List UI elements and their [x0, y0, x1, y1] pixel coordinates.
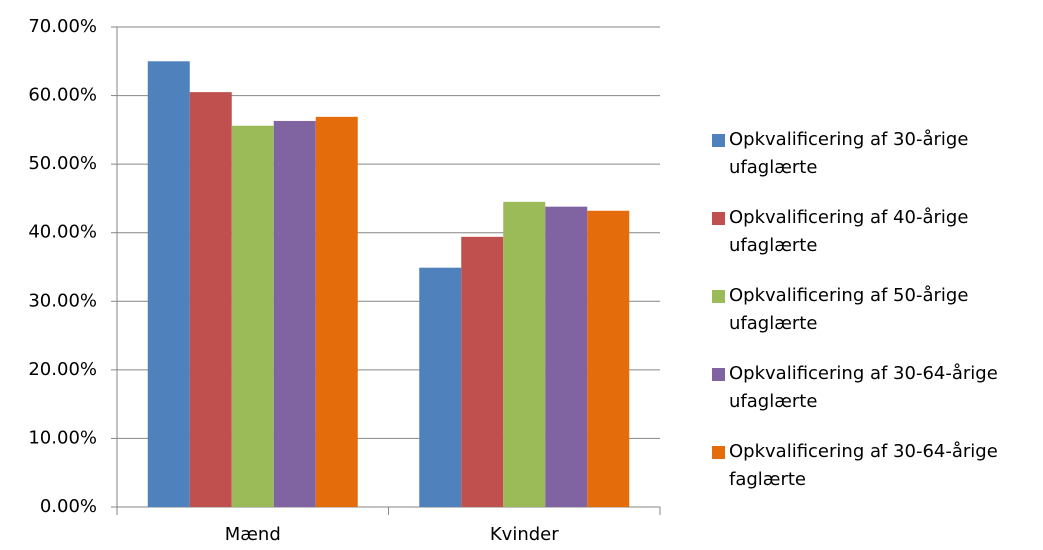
bar [587, 210, 630, 507]
legend: Opkvalificering af 30-årige ufaglærte Opk… [712, 126, 1037, 516]
y-tick-label: 30.00% [28, 290, 97, 311]
legend-swatch [712, 212, 725, 225]
legend-entry: Opkvalificering af 30-64-årige faglærte [712, 438, 1037, 494]
legend-label: Opkvalificering af 50-årige ufaglærte [729, 285, 969, 334]
bar [273, 120, 316, 507]
legend-swatch [712, 134, 725, 147]
legend-swatch [712, 290, 725, 303]
x-tick-label: Kvinder [490, 524, 559, 545]
x-tick-label: Mænd [225, 524, 281, 545]
legend-entry: Opkvalificering af 30-årige ufaglærte [712, 126, 1037, 182]
bar [315, 116, 358, 507]
bar [545, 206, 588, 507]
y-tick-label: 60.00% [28, 85, 97, 106]
legend-entry: Opkvalificering af 40-årige ufaglærte [712, 204, 1037, 260]
y-tick-label: 20.00% [28, 359, 97, 380]
y-tick-label: 70.00% [28, 16, 97, 37]
bar [461, 236, 504, 508]
legend-label: Opkvalificering af 30-årige ufaglærte [729, 129, 969, 178]
legend-label: Opkvalificering af 30-64-årige faglærte [729, 441, 998, 490]
y-tick-label: 0.00% [40, 496, 97, 517]
bar [147, 61, 190, 508]
y-tick-label: 40.00% [28, 222, 97, 243]
bar [231, 125, 274, 507]
legend-entry: Opkvalificering af 30-64-årige ufaglærte [712, 360, 1037, 416]
bar [419, 267, 462, 507]
legend-swatch [712, 446, 725, 459]
y-tick-label: 50.00% [28, 153, 97, 174]
legend-label: Opkvalificering af 30-64-årige ufaglærte [729, 363, 998, 412]
legend-swatch [712, 368, 725, 381]
legend-label: Opkvalificering af 40-årige ufaglærte [729, 207, 969, 256]
bar [503, 201, 546, 507]
y-tick-label: 10.00% [28, 427, 97, 448]
bar [189, 92, 232, 508]
legend-entry: Opkvalificering af 50-årige ufaglærte [712, 282, 1037, 338]
